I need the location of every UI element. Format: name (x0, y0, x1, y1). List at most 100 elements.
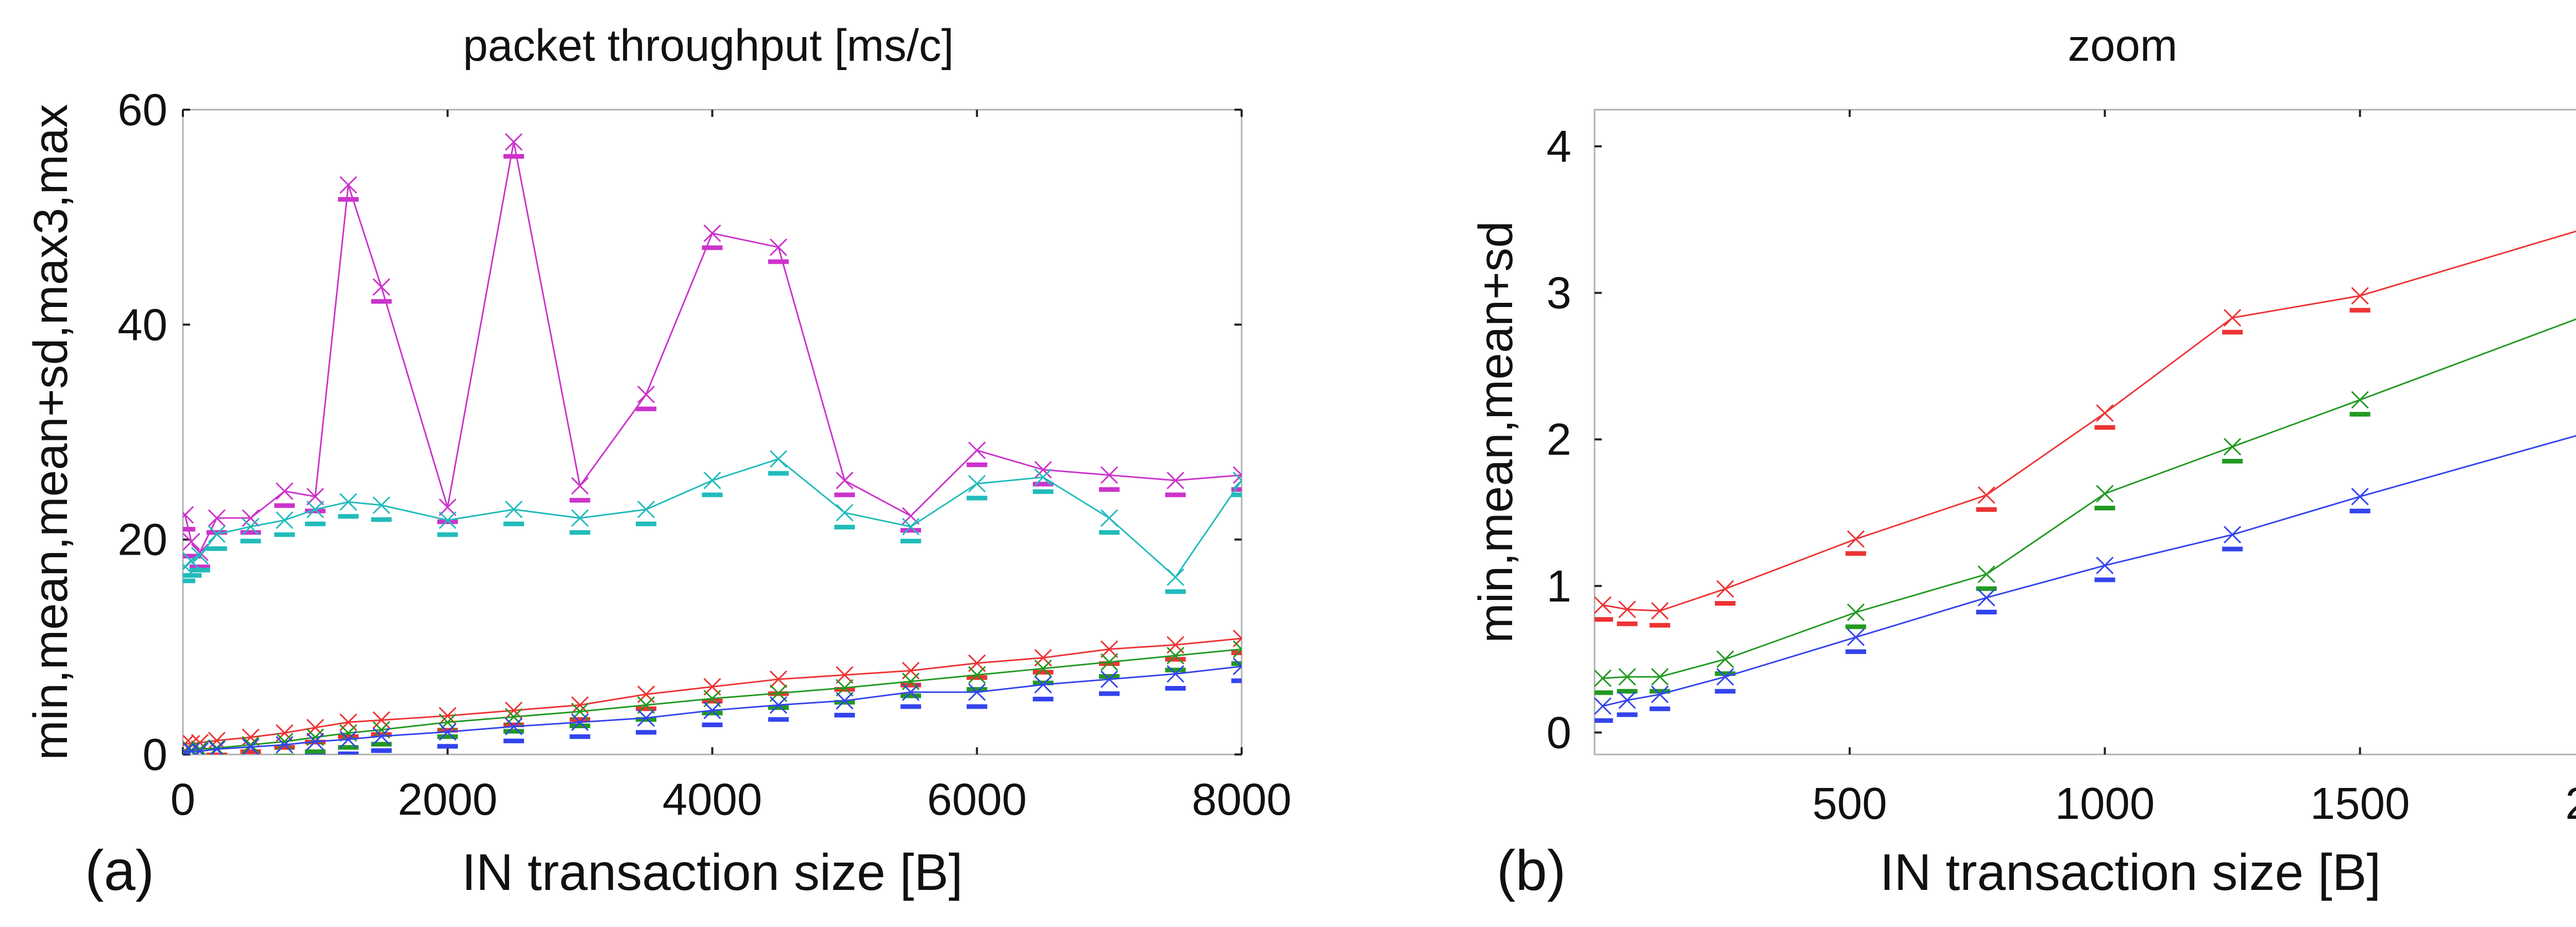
marker-stroke (2224, 526, 2242, 544)
marker-stroke (372, 720, 391, 739)
data-point-marker (636, 709, 657, 735)
data-point-marker (2094, 485, 2115, 511)
marker-stroke (505, 708, 523, 726)
marker-stroke (183, 533, 200, 551)
data-point-marker (183, 552, 202, 578)
data-point-marker (900, 518, 921, 544)
series-max3 (183, 450, 1242, 594)
marker-stroke (242, 518, 260, 536)
data-point-marker (1032, 460, 1054, 487)
marker-stroke (1232, 474, 1242, 484)
data-point-marker (1595, 669, 1613, 695)
series-mean (1595, 318, 2576, 695)
marker-stroke (210, 740, 226, 754)
marker-stroke (438, 499, 456, 517)
data-point-marker (1617, 668, 1638, 694)
data-point-marker (834, 692, 855, 718)
marker-stroke (1977, 589, 1995, 607)
x-tick-label: 2000 (2565, 779, 2576, 829)
marker-stroke (1166, 471, 1184, 489)
x-axis-label: IN transaction size [B] (462, 844, 963, 901)
data-point-marker (1617, 600, 1638, 626)
x-tick-label: 6000 (927, 775, 1027, 825)
data-point-marker (1165, 665, 1186, 691)
marker-stroke (372, 711, 391, 729)
series-mean-sd (1595, 230, 2576, 628)
marker-stroke (242, 728, 260, 746)
series-line (184, 665, 1242, 753)
data-point-marker (503, 708, 524, 734)
data-point-marker (702, 224, 723, 250)
marker-stroke (1716, 650, 1734, 668)
y-tick-label: 2 (1547, 415, 1571, 465)
marker-stroke (1618, 691, 1636, 709)
marker-stroke (902, 518, 920, 536)
marker-stroke (505, 501, 523, 519)
marker-stroke (1847, 603, 1865, 622)
x-tick-label: 1500 (2310, 779, 2410, 829)
marker-stroke (1232, 629, 1242, 640)
marker-stroke (438, 723, 456, 741)
data-point-marker (274, 732, 295, 754)
data-point-marker (191, 740, 209, 754)
marker-stroke (1651, 685, 1669, 703)
data-point-marker (206, 509, 227, 535)
data-point-marker (1165, 646, 1186, 673)
x-tick-label: 2000 (398, 775, 498, 825)
data-point-marker (2349, 488, 2370, 513)
data-point-marker (1032, 468, 1054, 494)
series-line (185, 638, 1242, 745)
series-line (1602, 318, 2576, 679)
data-point-marker (768, 238, 789, 264)
marker-stroke (769, 238, 787, 256)
marker-stroke (1232, 471, 1242, 482)
marker-stroke (306, 488, 324, 506)
x-tick-label: 8000 (1192, 775, 1292, 825)
data-point-marker (967, 666, 988, 692)
marker-stroke (836, 471, 854, 489)
data-point-marker (1715, 650, 1736, 676)
x-tick-label: 1000 (2055, 779, 2155, 829)
marker-stroke (1034, 660, 1052, 678)
marker-stroke (2224, 308, 2242, 327)
plot-frame (1594, 109, 2576, 756)
marker-stroke (769, 450, 787, 468)
marker-stroke (836, 679, 854, 697)
data-point-marker (834, 679, 855, 705)
marker-stroke (2224, 438, 2242, 456)
data-point-marker (2222, 438, 2243, 464)
series-max (183, 133, 1242, 570)
marker-stroke (1595, 669, 1612, 688)
marker-stroke (505, 133, 523, 151)
series-min (183, 657, 1242, 754)
marker-stroke (195, 742, 209, 754)
marker-stroke (1595, 697, 1612, 715)
series-line (184, 648, 1242, 752)
marker-stroke (505, 701, 523, 719)
marker-stroke (208, 509, 226, 527)
marker-stroke (769, 696, 787, 714)
data-point-marker (371, 727, 392, 753)
marker-stroke (183, 506, 194, 518)
marker-stroke (2351, 287, 2369, 305)
data-point-marker (1845, 628, 1867, 654)
data-point-marker (371, 496, 392, 522)
data-point-marker (1976, 589, 1997, 615)
marker-stroke (372, 278, 391, 296)
data-point-marker (437, 723, 458, 749)
data-point-marker (967, 475, 988, 501)
data-point-marker (1099, 509, 1120, 535)
data-point-marker (1595, 697, 1613, 723)
data-point-marker (1231, 471, 1242, 497)
marker-stroke (242, 738, 260, 754)
y-tick-label: 20 (117, 515, 167, 565)
marker-stroke (968, 683, 986, 701)
y-tick-label: 0 (143, 730, 167, 780)
data-point-marker (206, 731, 227, 754)
marker-stroke (1166, 665, 1184, 683)
y-tick-label: 1 (1547, 561, 1571, 611)
data-point-marker (1845, 603, 1867, 629)
y-tick-label: 4 (1547, 122, 1571, 171)
marker-stroke (1977, 565, 1995, 583)
marker-stroke (1595, 596, 1612, 614)
